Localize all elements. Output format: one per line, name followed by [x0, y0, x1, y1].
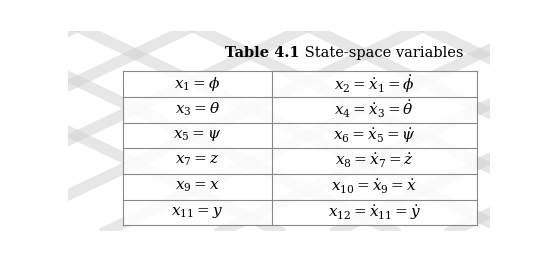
Text: Table 4.1: Table 4.1 [225, 46, 300, 60]
Bar [123, 200, 477, 225]
Text: $x_3 = \theta$: $x_3 = \theta$ [175, 101, 220, 119]
Text: $x_9 = x$: $x_9 = x$ [175, 180, 220, 194]
Text: $x_2 = \dot{x}_1 = \dot{\phi}$: $x_2 = \dot{x}_1 = \dot{\phi}$ [334, 73, 415, 95]
Text: $x_4 = \dot{x}_3 = \dot{\theta}$: $x_4 = \dot{x}_3 = \dot{\theta}$ [335, 99, 414, 120]
Bar [123, 123, 477, 148]
Text: $x_1 = \phi$: $x_1 = \phi$ [174, 75, 220, 93]
Text: State-space variables: State-space variables [300, 46, 463, 60]
Bar [123, 148, 477, 174]
Text: $x_{10} = \dot{x}_9 = \dot{x}$: $x_{10} = \dot{x}_9 = \dot{x}$ [331, 178, 417, 196]
Bar [123, 97, 477, 123]
Text: $x_8 = \dot{x}_7 = \dot{z}$: $x_8 = \dot{x}_7 = \dot{z}$ [335, 152, 414, 170]
Text: $x_{12} = \dot{x}_{11} = \dot{y}$: $x_{12} = \dot{x}_{11} = \dot{y}$ [327, 203, 421, 222]
Bar [123, 71, 477, 97]
Text: $x_5 = \psi$: $x_5 = \psi$ [173, 128, 221, 143]
Text: $x_7 = z$: $x_7 = z$ [175, 154, 219, 168]
Text: $x_{11} = y$: $x_{11} = y$ [171, 205, 223, 220]
Text: $x_6 = \dot{x}_5 = \dot{\psi}$: $x_6 = \dot{x}_5 = \dot{\psi}$ [333, 126, 416, 145]
Bar [123, 174, 477, 200]
